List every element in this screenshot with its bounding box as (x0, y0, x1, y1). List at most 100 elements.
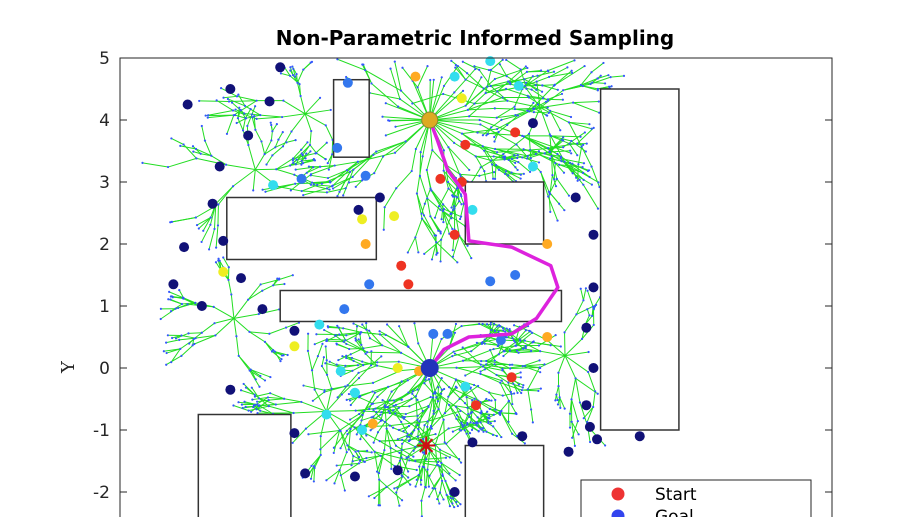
tree-node (345, 398, 348, 401)
obstacle (464, 444, 545, 517)
tree-edge (214, 317, 235, 324)
tree-node (291, 159, 294, 162)
tree-node (460, 132, 464, 135)
tree-edge (275, 401, 302, 405)
tree-edge (254, 129, 262, 142)
tree-edge (564, 355, 589, 373)
tree-node (452, 195, 455, 198)
tree-node (325, 373, 329, 376)
tree-node (294, 182, 297, 185)
tree-node (525, 87, 528, 90)
tree-edge (343, 331, 362, 343)
tree-node (504, 330, 507, 333)
tree-node (609, 76, 612, 79)
tree-node (570, 139, 573, 143)
tree-edge (301, 184, 318, 192)
tree-node (327, 168, 330, 171)
sample-point (495, 335, 506, 346)
tree-node (526, 154, 529, 158)
tree-node (453, 91, 456, 94)
tree-edge (268, 398, 285, 401)
tree-node (199, 152, 202, 155)
tree-node (353, 426, 356, 429)
tree-edge (564, 351, 589, 357)
tree-node (259, 374, 262, 378)
tree-edge (292, 428, 307, 444)
tree-node (247, 143, 250, 147)
tree-edge (461, 133, 485, 152)
tree-node (478, 322, 481, 325)
tree-node (279, 72, 283, 75)
sample-point (342, 77, 353, 88)
tree-edge (301, 190, 327, 193)
tree-node (484, 92, 487, 95)
tree-node (461, 359, 465, 362)
tree-edge (446, 494, 455, 508)
tree-node (247, 298, 250, 301)
tree-edge (415, 466, 424, 487)
tree-node (431, 487, 434, 490)
tree-node (452, 350, 455, 353)
tree-node (442, 149, 446, 152)
tree-node (250, 386, 253, 389)
tree-node (562, 89, 565, 92)
tree-node (546, 99, 550, 102)
tree-edge (564, 314, 577, 333)
tree-node (455, 366, 458, 369)
tree-node (169, 310, 173, 313)
tree-node (394, 125, 397, 128)
tree-node (365, 434, 368, 437)
tree-node (337, 326, 340, 329)
tree-node (515, 412, 518, 416)
tree-node (427, 404, 430, 408)
y-axis-label: Y (58, 360, 79, 374)
tree-node (191, 145, 195, 148)
tree-node (393, 151, 397, 154)
sample-point (517, 431, 528, 442)
tree-node (494, 398, 497, 402)
tree-edge (442, 210, 453, 230)
tree-edge (379, 440, 400, 454)
tree-edge (351, 357, 363, 363)
sample-point (196, 301, 207, 311)
tree-node (499, 381, 502, 384)
tree-edge (254, 394, 270, 407)
tree-node (532, 101, 535, 104)
tree-node (577, 163, 580, 166)
tree-node (355, 325, 359, 328)
tree-edge (168, 291, 184, 299)
tree-node (522, 172, 525, 175)
tree-node (496, 325, 499, 328)
tree-node (345, 451, 348, 454)
tree-edge (426, 150, 433, 171)
tree-node (255, 99, 258, 102)
tree-node (497, 168, 500, 171)
tree-node (495, 164, 498, 167)
tree-node (340, 393, 343, 396)
tree-node (213, 227, 216, 231)
tree-node (325, 339, 328, 343)
sample-point (513, 80, 524, 91)
tree-node (524, 346, 527, 350)
tree-edge (171, 217, 196, 223)
tree-edge (405, 405, 429, 415)
tree-edge (436, 492, 441, 500)
tree-node (489, 422, 492, 425)
tree-node (351, 175, 354, 178)
tree-node (598, 111, 601, 114)
tree-edge (386, 428, 397, 447)
tree-node (256, 412, 259, 415)
tree-node (448, 456, 452, 459)
tree-node (448, 505, 452, 508)
tree-edge (408, 371, 426, 393)
tree-node (227, 266, 230, 269)
tree-node (437, 386, 440, 389)
tree-node (274, 146, 277, 149)
tree-edge (489, 408, 501, 416)
tree-node (315, 152, 318, 155)
tree-node (411, 390, 414, 393)
tree-node (486, 410, 489, 413)
tree-edge (339, 469, 346, 491)
tree-node (503, 350, 506, 353)
tree-node (495, 373, 498, 377)
